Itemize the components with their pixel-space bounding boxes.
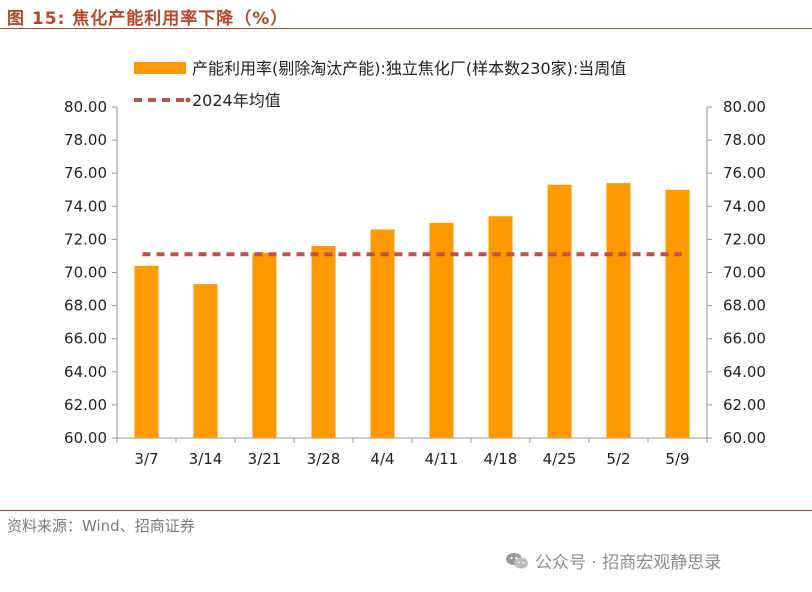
y2-tick-label: 68.00 [723, 297, 766, 315]
y2-tick-label: 74.00 [723, 197, 766, 215]
y2-tick-label: 80.00 [723, 98, 766, 116]
bar-series [134, 183, 690, 438]
y2-tick-label: 76.00 [723, 164, 766, 182]
y-tick-label: 76.00 [64, 164, 107, 182]
legend-line-dot [185, 97, 191, 103]
bar-3-21 [252, 252, 277, 438]
y-tick-label: 70.00 [64, 264, 107, 282]
legend-line-label: 2024年均值 [192, 91, 281, 110]
x-tick-label: 5/2 [606, 450, 630, 468]
bar-3-14 [193, 284, 218, 438]
chart-legend: 产能利用率(剔除淘汰产能):独立焦化厂(样本数230家):当周值 2024年均值 [134, 59, 626, 110]
figure-number: 图 15: [7, 9, 66, 29]
bar-3-7 [134, 265, 159, 438]
y-axis-ticks: 60.00 62.00 64.00 66.00 68.00 70.00 72.00 74.00… [64, 98, 117, 447]
y2-tick-label: 60.00 [723, 429, 766, 447]
source-note: 资料来源：Wind、招商证券 [7, 517, 195, 535]
y-tick-label: 78.00 [64, 131, 107, 149]
y-tick-label: 74.00 [64, 197, 107, 215]
x-axis-ticks: 3/7 3/14 3/21 3/28 4/4 4/11 4/18 4/25 5/2 5/9 [116, 438, 708, 468]
x-tick-label: 3/28 [307, 450, 341, 468]
watermark-text: 公众号 · 招商宏观静思录 [535, 553, 722, 573]
y2-tick-label: 70.00 [723, 264, 766, 282]
y2-tick-label: 78.00 [723, 131, 766, 149]
x-tick-label: 4/11 [425, 450, 459, 468]
watermark: 公众号 · 招商宏观静思录 [505, 548, 721, 573]
x-tick-label: 5/9 [665, 450, 689, 468]
bar-4-18 [488, 216, 513, 438]
bar-4-25 [547, 184, 572, 438]
y-tick-label: 72.00 [64, 230, 107, 248]
wechat-icon [506, 552, 528, 568]
y-tick-label: 80.00 [64, 98, 107, 116]
y-tick-label: 62.00 [64, 396, 107, 414]
bar-5-2 [606, 183, 631, 438]
y2-axis-ticks: 60.00 62.00 64.00 66.00 68.00 70.00 72.00 74.00… [707, 98, 766, 447]
title-rule [0, 28, 812, 29]
y2-tick-label: 72.00 [723, 230, 766, 248]
figure-title: 图 15: 焦化产能利用率下降（%） [7, 4, 288, 29]
legend-bar-swatch [134, 62, 186, 74]
x-tick-label: 3/7 [134, 450, 158, 468]
bar-3-28 [311, 246, 336, 438]
footer-rule [0, 510, 812, 511]
bar-4-11 [429, 222, 454, 438]
y2-tick-label: 66.00 [723, 330, 766, 348]
x-tick-label: 3/21 [248, 450, 282, 468]
y-tick-label: 64.00 [64, 363, 107, 381]
bar-chart: 产能利用率(剔除淘汰产能):独立焦化厂(样本数230家):当周值 2024年均值… [64, 59, 766, 468]
x-tick-label: 4/4 [370, 450, 394, 468]
y2-tick-label: 62.00 [723, 396, 766, 414]
y-tick-label: 68.00 [64, 297, 107, 315]
bar-5-9 [665, 189, 690, 438]
bar-4-4 [370, 229, 395, 438]
y-tick-label: 66.00 [64, 330, 107, 348]
figure-caption: 焦化产能利用率下降（%） [72, 9, 289, 29]
y2-tick-label: 64.00 [723, 363, 766, 381]
x-tick-label: 4/25 [543, 450, 577, 468]
y-tick-label: 60.00 [64, 429, 107, 447]
x-tick-label: 4/18 [484, 450, 518, 468]
x-tick-label: 3/14 [189, 450, 223, 468]
legend-bar-label: 产能利用率(剔除淘汰产能):独立焦化厂(样本数230家):当周值 [192, 59, 626, 78]
